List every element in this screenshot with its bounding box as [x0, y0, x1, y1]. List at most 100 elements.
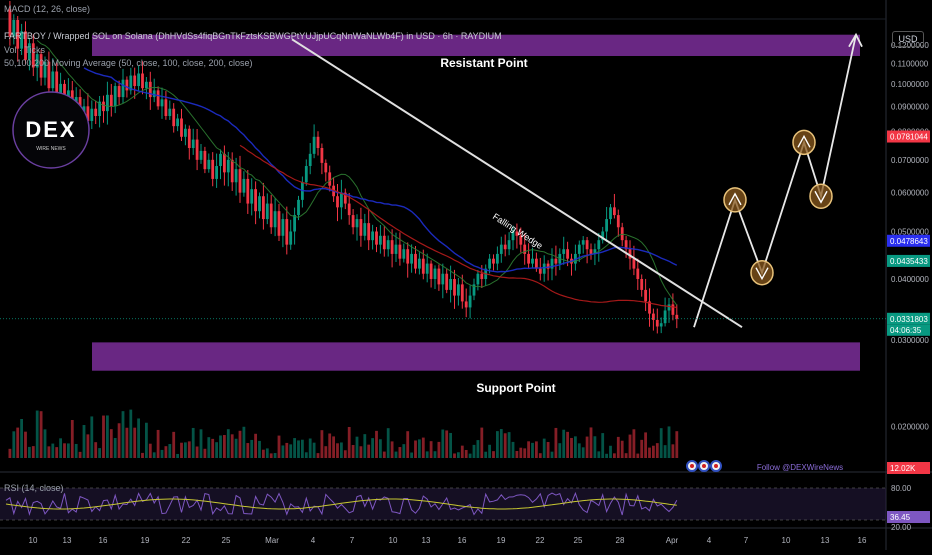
candle-body — [538, 268, 542, 274]
projection-arrowhead — [848, 32, 863, 48]
volume-tag-label: 12.02K — [890, 464, 916, 473]
volume-bar — [589, 427, 593, 458]
support-point-label: Support Point — [476, 381, 555, 395]
candle-body — [320, 148, 324, 163]
price-tick-label: 0.1100000 — [891, 60, 929, 69]
candle-body — [43, 61, 47, 78]
price-tick-label: 0.0300000 — [891, 336, 929, 345]
volume-bar — [367, 444, 371, 458]
volume-bar — [125, 427, 129, 458]
countdown-box — [887, 324, 930, 336]
volume-bar — [98, 448, 101, 458]
volume-bar — [414, 440, 417, 458]
price-tick-label: 0.0400000 — [891, 275, 929, 284]
key-point-marker — [809, 183, 833, 209]
key-point-arrow — [728, 192, 742, 206]
volume-bar — [593, 436, 597, 458]
candle-body — [211, 159, 215, 179]
candle-body — [156, 90, 160, 107]
candle-body — [367, 223, 371, 241]
candle-body — [671, 304, 675, 315]
candle-body — [164, 99, 168, 117]
moving-average-label[interactable]: 50,100,200 Moving Average (50, close, 10… — [4, 58, 253, 68]
price-tick-label: 0.0200000 — [891, 423, 929, 432]
candle-body — [94, 108, 98, 117]
volume-bar — [226, 429, 230, 458]
volume-bar — [390, 441, 394, 458]
candle-body — [503, 244, 507, 250]
volume-bar — [145, 422, 148, 458]
candle-body — [433, 268, 437, 279]
candle-body — [55, 71, 59, 95]
volume-bar — [460, 445, 464, 458]
candle-body — [129, 75, 133, 91]
time-tick-label: Apr — [666, 536, 679, 545]
volume-bar — [230, 434, 234, 458]
candle-body — [109, 94, 113, 107]
volume-bar — [86, 434, 90, 458]
candle-body — [386, 240, 390, 250]
candle-body — [531, 258, 534, 264]
volume-bar — [613, 453, 616, 458]
volume-bar — [133, 427, 137, 458]
candle-body — [476, 273, 480, 285]
event-badge-dot — [714, 464, 718, 468]
volume-bar — [324, 446, 328, 458]
price-tag-label: 0.0435433 — [890, 257, 928, 266]
candle-body — [347, 203, 351, 216]
volume-bar — [297, 440, 300, 458]
candle-body — [293, 215, 296, 232]
candle-body — [316, 136, 320, 149]
candle-body — [632, 258, 636, 269]
volume-bar — [640, 439, 644, 458]
volume-bar — [328, 433, 332, 458]
candle-body — [663, 310, 667, 324]
candle-body — [640, 278, 644, 290]
time-tick-label: 13 — [821, 536, 830, 545]
candle-body — [145, 81, 148, 89]
volume-bar — [219, 435, 222, 458]
support-zone — [92, 342, 860, 371]
candle-body — [616, 215, 620, 228]
candle-body — [28, 43, 31, 60]
candle-body — [273, 211, 277, 228]
volume-bar — [12, 431, 16, 458]
candle-body — [137, 73, 140, 87]
candle-body — [106, 94, 109, 112]
volume-bar — [652, 445, 655, 458]
volume-bar — [63, 443, 66, 458]
volume-bar — [176, 453, 179, 458]
volume-bar — [359, 446, 363, 458]
currency-button[interactable]: USD — [892, 31, 924, 47]
key-point-marker — [792, 129, 816, 156]
volume-bar — [620, 440, 624, 458]
volume-bar — [616, 436, 620, 458]
symbol-title[interactable]: FARTBOY / Wrapped SOL on Solana (DhHVdSs… — [4, 31, 502, 41]
candle-body — [492, 258, 495, 264]
volume-bar — [375, 430, 378, 458]
key-point-marker — [750, 259, 774, 286]
volume-indicator-label[interactable]: Vol · Ticks — [4, 45, 46, 55]
volume-bar — [492, 451, 495, 458]
candle-body — [86, 106, 90, 122]
volume-bar — [406, 431, 410, 458]
volume-bar — [550, 451, 554, 458]
candle-body — [203, 150, 207, 170]
candle-body — [35, 54, 39, 68]
price-tick-label: 0.1000000 — [891, 80, 929, 89]
candle-body — [133, 75, 137, 87]
candle-body — [308, 153, 312, 167]
time-tick-label: Mar — [265, 536, 279, 545]
volume-bar — [129, 409, 133, 458]
candle-body — [180, 118, 183, 137]
volume-bar — [8, 448, 12, 458]
candle-body — [527, 253, 530, 264]
projection-path — [693, 34, 857, 328]
macd-indicator-label[interactable]: MACD (12, 26, close) — [4, 4, 91, 14]
time-tick-label: 13 — [422, 536, 431, 545]
volume-bar — [164, 446, 168, 458]
volume-bar — [648, 447, 651, 458]
time-tick-label: 7 — [744, 536, 749, 545]
candle-body — [507, 240, 511, 250]
